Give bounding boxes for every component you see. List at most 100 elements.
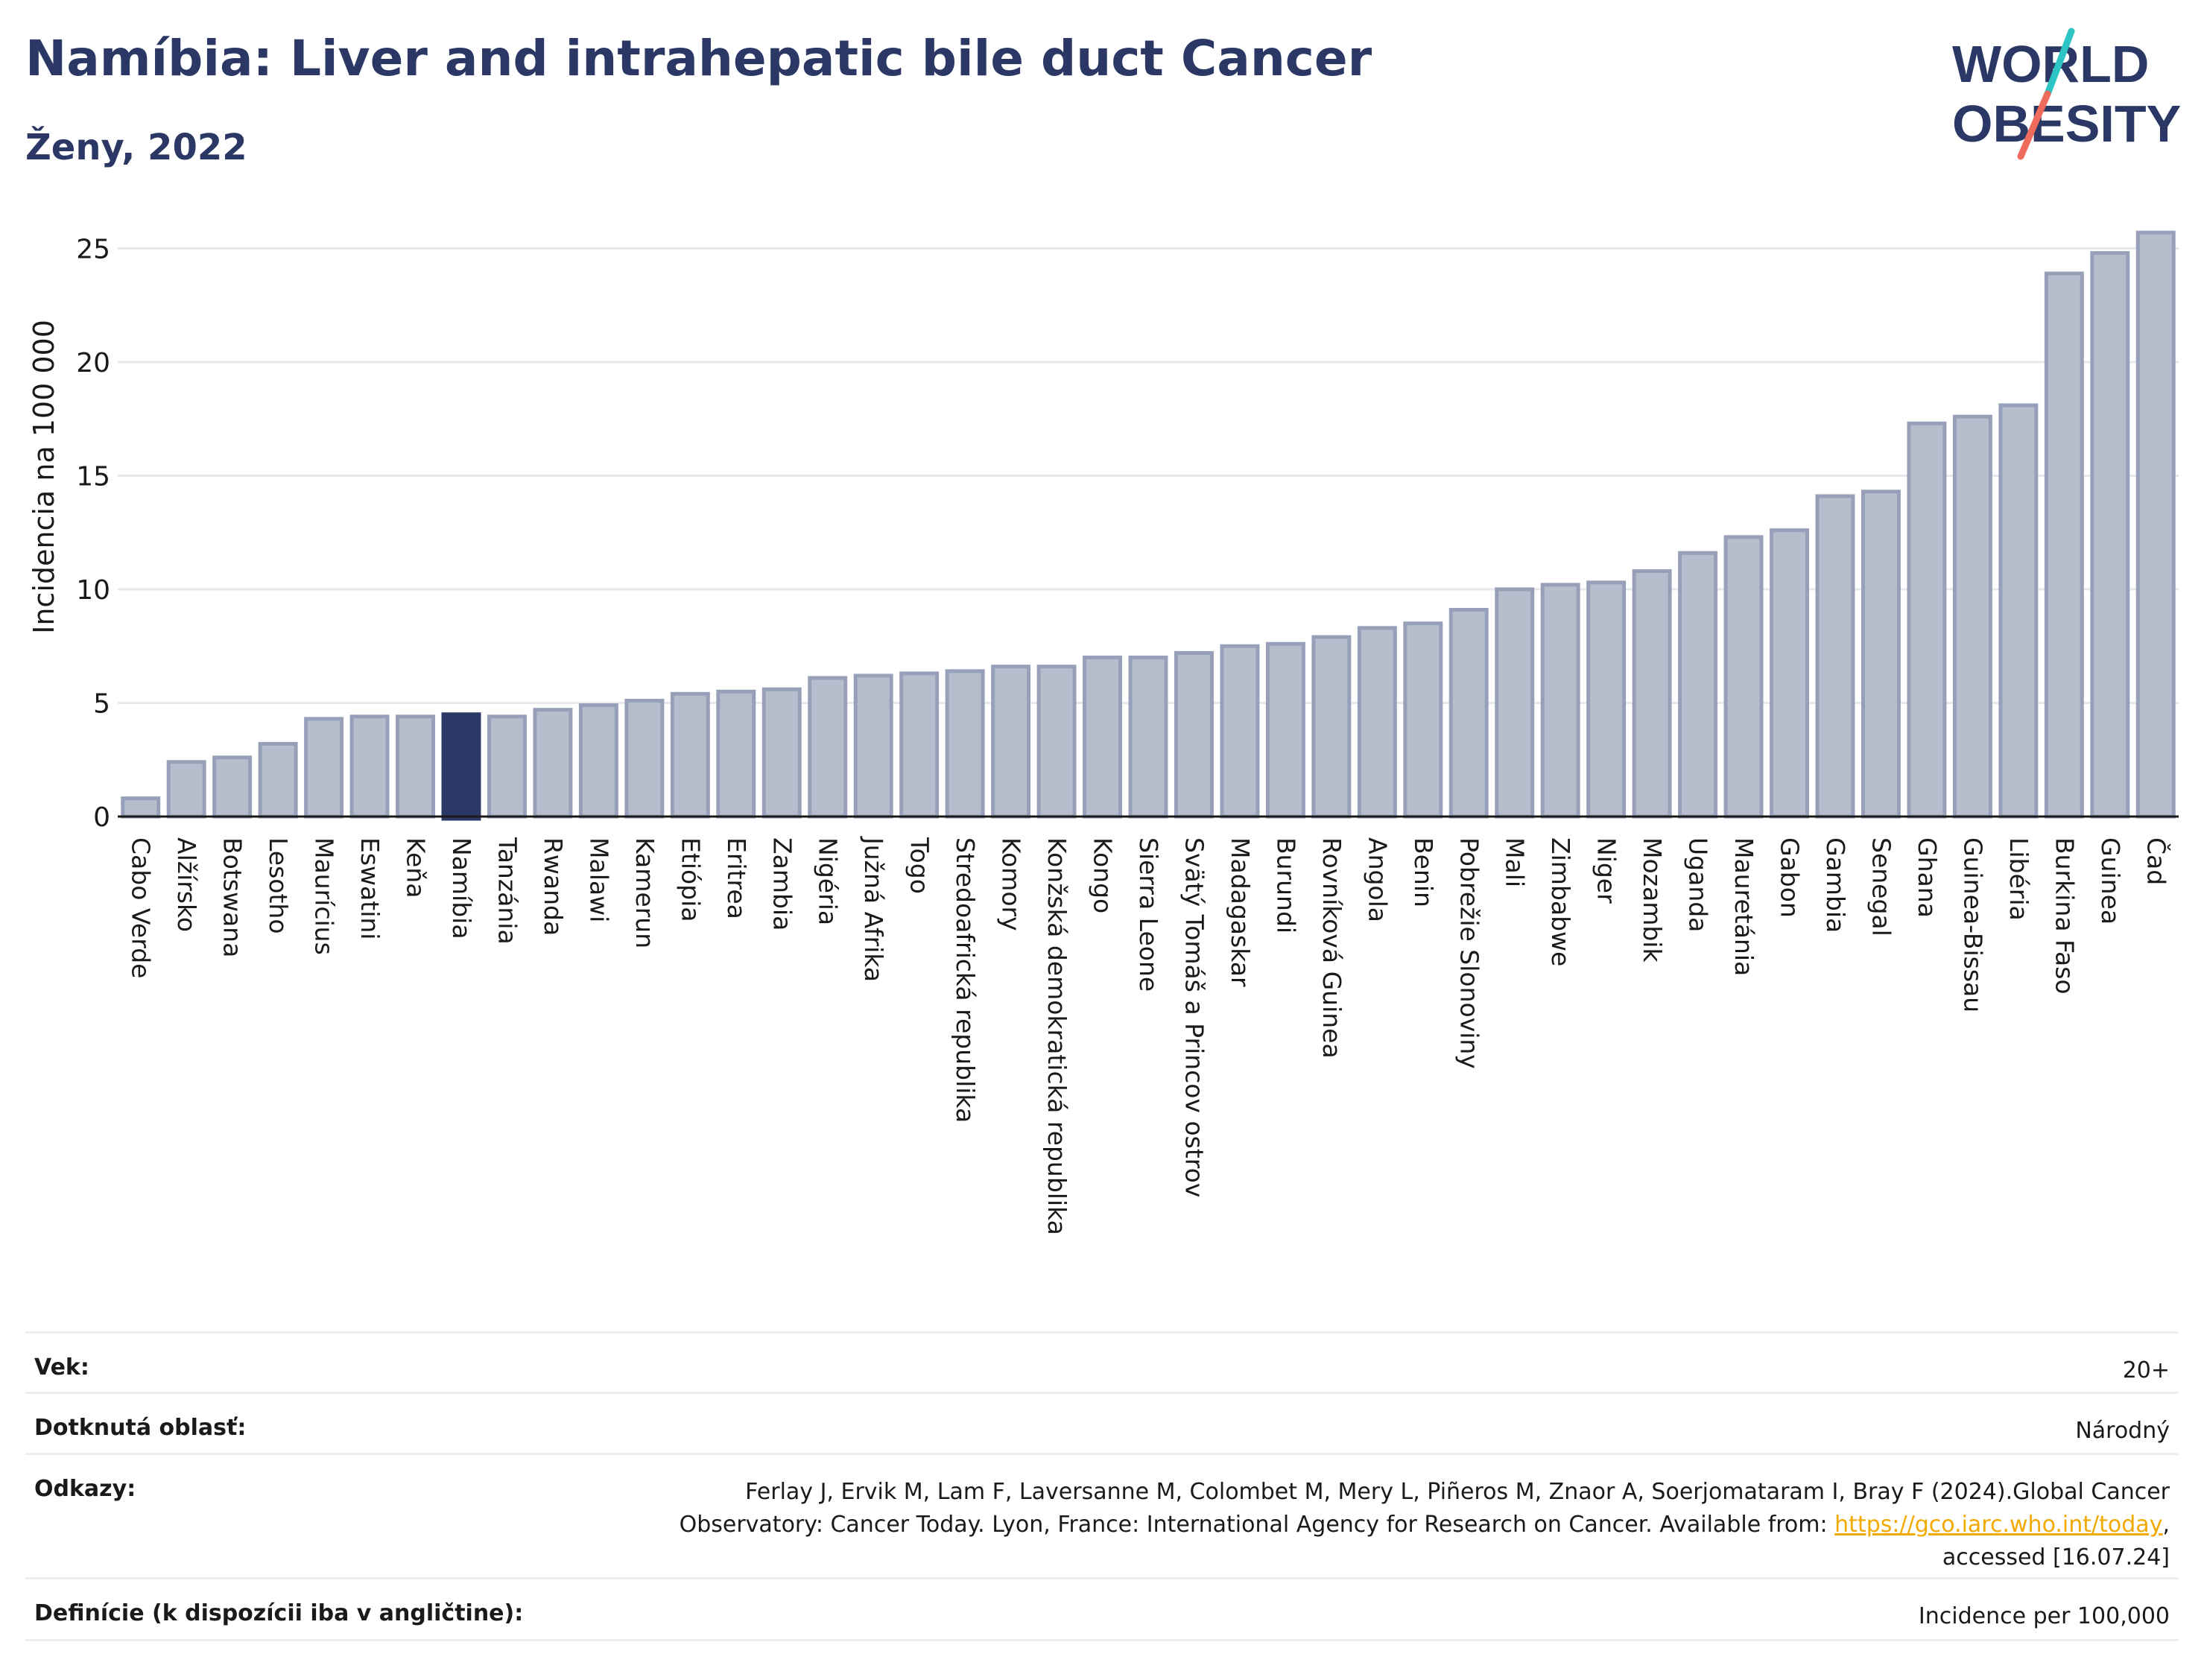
bar [349,714,390,819]
bar [1861,489,1901,819]
x-tick-label: Zambia [767,837,797,931]
bar-chart: 0 5 10 15 20 25 Cabo Verde Alžírsko Botswana Les… [28,230,2179,1235]
x-tick-label: Alžírsko [172,837,201,932]
y-tick-label: 15 [76,462,110,492]
bar [1540,583,1580,819]
x-tick-labels: Cabo Verde Alžírsko Botswana Lesotho Mauríci… [127,836,2172,1235]
y-ticks: 0 5 10 15 20 25 [76,235,110,834]
bar [487,714,527,819]
bar [396,714,436,819]
x-tick-label: Nigéria [814,837,843,925]
bar [2090,251,2130,819]
bar [1586,580,1627,819]
age-value: 20+ [2122,1357,2170,1383]
x-tick-label: Mauretánia [1729,837,1758,976]
x-tick-label: Uganda [1684,837,1713,932]
x-tick-label: Keňa [402,837,431,898]
bar [624,698,665,819]
footer-age-row: Vek: 20+ [25,1331,2179,1393]
x-tick-label: Sierra Leone [1134,837,1163,992]
x-tick-label: Guinea [2096,837,2125,925]
x-tick-label: Stredoafrická republika [951,837,980,1123]
x-tick-label: Guinea-Bissau [1958,837,1987,1012]
x-tick-label: Ghana [1913,837,1942,918]
bar [1083,656,1123,819]
chart-subtitle: Ženy, 2022 [25,127,247,168]
x-tick-label: Eswatini [355,837,384,939]
x-tick-label: Namíbia [447,837,476,939]
bar [1632,569,1672,819]
y-tick-label: 20 [76,348,110,378]
bar [945,669,985,819]
bar-highlighted [441,712,481,821]
refs-line3: accessed [16.07.24] [1942,1544,2170,1570]
refs-line1: Ferlay J, Ervik M, Lam F, Laversanne M, … [745,1479,2170,1505]
x-tick-label: Etiópia [676,837,705,922]
y-tick-label: 10 [76,575,110,606]
refs-label: Odkazy: [34,1476,136,1502]
bar [761,687,802,819]
y-tick-label: 0 [93,802,110,833]
x-tick-label: Benin [1409,837,1438,907]
x-tick-label: Južná Afrika [859,836,888,982]
refs-link[interactable]: https://gco.iarc.who.int/today [1834,1512,2163,1538]
bar [1403,621,1443,819]
footer-area-row: Dotknutá oblasť: Národný [25,1392,2179,1454]
x-tick-label: Cabo Verde [127,837,156,978]
x-tick-label: Zimbabwe [1546,837,1575,966]
x-tick-label: Burkina Faso [2050,837,2079,995]
y-axis-label: Incidencia na 100 000 [28,320,60,634]
bar [1174,650,1214,819]
bar [1495,587,1535,819]
bar [533,708,573,819]
bar [1770,528,1810,819]
x-tick-label: Mozambik [1638,837,1667,963]
x-tick-label: Burundi [1271,837,1300,933]
x-tick-label: Eritrea [722,837,751,919]
x-tick-label: Senegal [1866,837,1896,936]
x-tick-label: Pobrežie Slonoviny [1454,837,1483,1069]
bar [670,691,710,819]
area-label: Dotknutá oblasť: [34,1415,247,1441]
bar [1678,551,1718,819]
bar [1998,403,2039,819]
bar [1265,641,1305,819]
x-tick-label: Konžská demokratická republika [1042,837,1071,1235]
x-tick-label: Komory [997,837,1026,931]
x-tick-label: Malawi [584,837,613,922]
world-obesity-logo: WORLD OBESITY [1952,28,2181,160]
bar [808,676,848,819]
bar [1128,656,1168,819]
logo-line2: OBESITY [1952,95,2181,153]
x-tick-label: Gabon [1776,837,1805,918]
area-value: Národný [2075,1418,2170,1444]
bar [1723,535,1764,819]
chart-title: Namíbia: Liver and intrahepatic bile duc… [25,30,1372,87]
bar [166,760,206,819]
bar [1220,644,1260,819]
y-tick-label: 25 [76,235,110,265]
refs-line2: Observatory: Cancer Today. Lyon, France:… [679,1512,2170,1538]
x-tick-label: Botswana [218,837,247,957]
x-tick-label: Rwanda [539,837,568,936]
x-tick-label: Lesotho [264,837,293,934]
bar [853,673,893,819]
bar [991,665,1031,819]
bar [258,741,298,819]
footer-refs-row: Odkazy: Ferlay J, Ervik M, Lam F, Lavers… [25,1453,2179,1582]
bars [118,230,2179,821]
x-tick-label: Rovníková Guinea [1317,837,1346,1059]
bar [1952,414,1992,819]
bar [1448,607,1489,819]
bar [2044,271,2084,819]
bar [1036,665,1077,819]
footer-defs-row: Definície (k dispozícii iba v angličtine… [25,1577,2179,1639]
bar [1357,626,1397,819]
bar [1311,635,1352,819]
x-tick-label: Niger [1592,837,1621,904]
bar [2135,230,2176,819]
x-tick-label: Kamerun [630,837,659,948]
bar [899,671,940,819]
age-label: Vek: [34,1354,89,1381]
defs-label: Definície (k dispozícii iba v angličtine… [34,1600,524,1626]
